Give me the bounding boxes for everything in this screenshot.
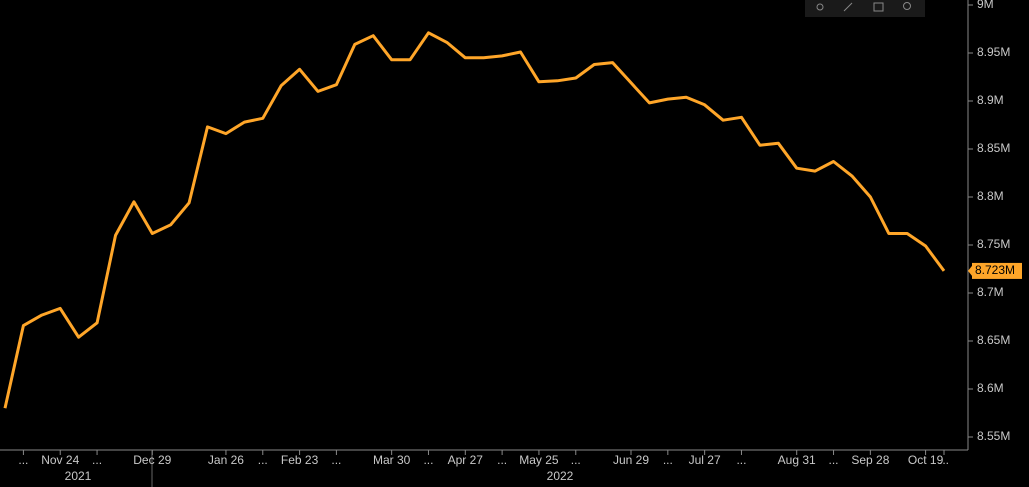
x-tick-label: Sep 28 (851, 453, 889, 467)
x-tick-label: ... (92, 453, 102, 467)
y-tick-label: 8.65M (977, 333, 1010, 347)
x-tick-label: Jul 27 (689, 453, 721, 467)
last-value-pointer (968, 265, 972, 276)
y-tick-label: 9M (977, 0, 994, 11)
y-tick-label: 8.55M (977, 429, 1010, 443)
draw-button[interactable] (843, 2, 853, 12)
x-tick-label: ... (736, 453, 746, 467)
toolbar-bg (805, 0, 925, 17)
last-value-label: 8.723M (975, 263, 1015, 277)
year-label: 2022 (547, 469, 574, 483)
table-button[interactable] (873, 2, 884, 12)
y-tick-label: 8.95M (977, 45, 1010, 59)
x-tick-label: ... (18, 453, 28, 467)
x-tick-label: ... (258, 453, 268, 467)
line (3, 31, 946, 409)
x-tick-label: Apr 27 (448, 453, 484, 467)
x-tick-label: Dec 29 (133, 453, 171, 467)
y-tick-label: 8.8M (977, 189, 1004, 203)
x-tick-label: Jun 29 (613, 453, 649, 467)
year-label: 2021 (65, 469, 92, 483)
y-tick-label: 8.75M (977, 237, 1010, 251)
x-tick-label: ... (497, 453, 507, 467)
x-tick-label: ... (423, 453, 433, 467)
x-tick-label: ... (829, 453, 839, 467)
x-tick-label: May 25 (519, 453, 559, 467)
x-tick-label: Aug 31 (778, 453, 816, 467)
x-tick-label: Oct 19 (908, 453, 944, 467)
x-tick-label: ... (939, 453, 949, 467)
y-tick-label: 8.9M (977, 93, 1004, 107)
x-tick-label: Nov 24 (41, 453, 79, 467)
x-tick-label: ... (571, 453, 581, 467)
toolbar (805, 0, 925, 17)
x-tick-label: Jan 26 (208, 453, 244, 467)
x-tick-label: Mar 30 (373, 453, 411, 467)
x-tick-label: ... (663, 453, 673, 467)
last-value-box (972, 262, 1022, 279)
zoom-button[interactable] (903, 2, 911, 10)
y-tick-label: 8.7M (977, 285, 1004, 299)
y-tick-label: 8.85M (977, 141, 1010, 155)
x-tick-label: Feb 23 (281, 453, 319, 467)
crosshair-button[interactable] (816, 3, 824, 11)
x-tick-label: ... (331, 453, 341, 467)
y-tick-label: 8.6M (977, 381, 1004, 395)
